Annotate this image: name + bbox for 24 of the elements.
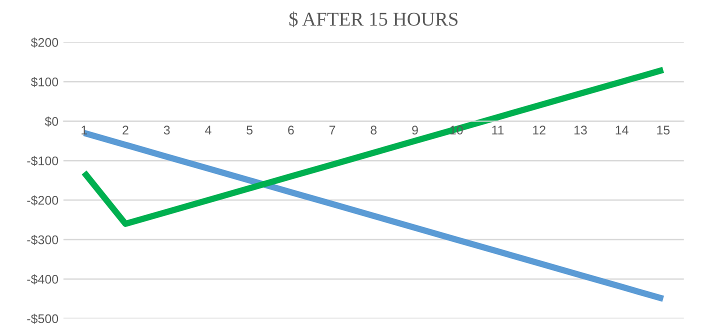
y-tick-label: $200 — [30, 38, 58, 48]
x-tick-label: 11 — [492, 126, 504, 134]
y-tick-label: -$300 — [27, 234, 58, 245]
x-tick-label: 7 — [329, 126, 336, 134]
x-tick-label: 6 — [288, 126, 294, 135]
x-tick-label: 9 — [412, 126, 418, 135]
x-tick-label: 12 — [533, 126, 546, 134]
x-tick-label: 15 — [657, 126, 670, 135]
y-tick-label: -$200 — [27, 195, 58, 206]
y-tick-label: -$100 — [27, 156, 58, 166]
x-tick-label: 13 — [574, 126, 587, 135]
x-tick-label: 8 — [370, 126, 377, 135]
x-tick-label: 2 — [122, 126, 128, 134]
y-tick-label: $0 — [44, 116, 58, 127]
y-tick-label: -$400 — [27, 274, 58, 284]
x-tick-label: 4 — [205, 126, 212, 134]
x-tick-label: 14 — [616, 126, 628, 134]
chart-title: $ AFTER 15 HOURS — [289, 12, 458, 28]
y-tick-label: $100 — [30, 76, 58, 88]
x-tick-label: 10 — [450, 126, 463, 135]
x-tick-label: 5 — [246, 126, 253, 135]
y-tick-label: -$500 — [27, 314, 58, 324]
x-tick-label: 3 — [164, 126, 170, 135]
x-tick-label: 1 — [82, 126, 87, 134]
